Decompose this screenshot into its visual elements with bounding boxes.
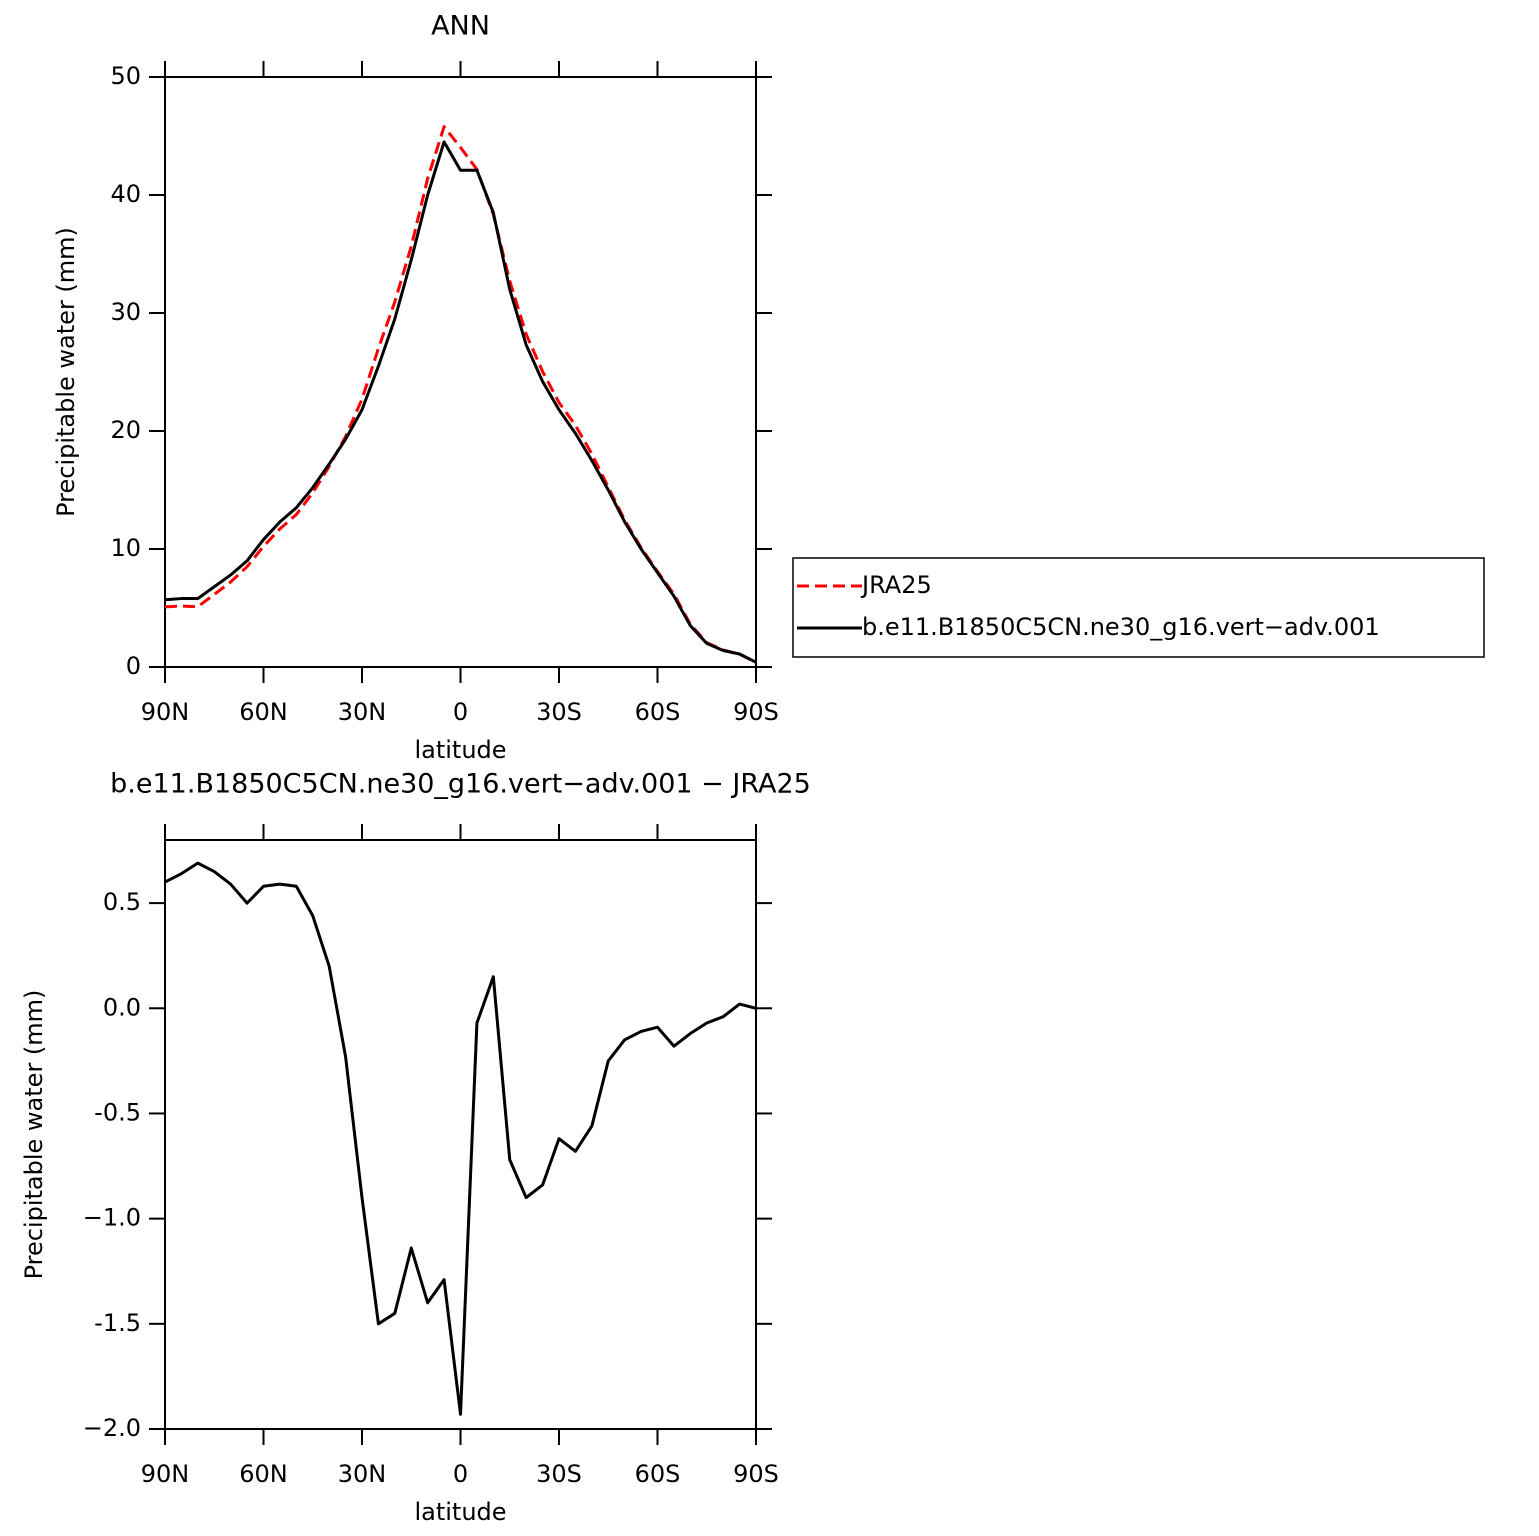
y-tick-label: -0.5 — [94, 1098, 141, 1126]
x-tick-label: 30S — [536, 698, 582, 726]
y-axis-label: Precipitable water (mm) — [52, 227, 80, 517]
line-series — [164, 861, 757, 1416]
y-tick-label: 10 — [110, 534, 141, 562]
line-series — [164, 125, 757, 664]
x-tick-label: 30S — [536, 1460, 582, 1488]
y-tick-label: −1.0 — [83, 1204, 141, 1232]
x-tick-label: 60N — [239, 698, 288, 726]
legend-label: JRA25 — [860, 571, 932, 599]
y-tick-label: -1.5 — [94, 1309, 141, 1337]
plot-frame — [164, 76, 757, 668]
x-tick-label: 60S — [635, 698, 681, 726]
y-tick-label: 30 — [110, 298, 141, 326]
legend-label: b.e11.B1850C5CN.ne30_g16.vert−adv.001 — [862, 613, 1380, 641]
line-series — [164, 140, 757, 664]
plot-frame — [164, 839, 757, 1430]
chart-title: ANN — [431, 11, 490, 42]
y-axis-label: Precipitable water (mm) — [20, 990, 48, 1280]
x-tick-label: 0 — [453, 698, 468, 726]
x-tick-label: 60S — [635, 1460, 681, 1488]
x-tick-label: 30N — [338, 1460, 387, 1488]
y-tick-label: 0 — [126, 652, 141, 680]
x-tick-label: 0 — [453, 1460, 468, 1488]
legend-box — [792, 557, 1485, 658]
x-tick-label: 30N — [338, 698, 387, 726]
y-tick-label: −2.0 — [83, 1414, 141, 1442]
chart-title: b.e11.B1850C5CN.ne30_g16.vert−adv.001 − … — [110, 769, 811, 800]
y-tick-label: 40 — [110, 180, 141, 208]
x-tick-label: 90S — [733, 698, 779, 726]
x-axis-label: latitude — [414, 1498, 506, 1526]
y-tick-label: 0.0 — [103, 993, 141, 1021]
x-axis-label: latitude — [414, 736, 506, 764]
y-tick-label: 50 — [110, 62, 141, 90]
y-tick-label: 0.5 — [103, 888, 141, 916]
x-tick-label: 90S — [733, 1460, 779, 1488]
x-tick-label: 60N — [239, 1460, 288, 1488]
x-tick-label: 90N — [141, 698, 190, 726]
y-tick-label: 20 — [110, 416, 141, 444]
x-tick-label: 90N — [141, 1460, 190, 1488]
